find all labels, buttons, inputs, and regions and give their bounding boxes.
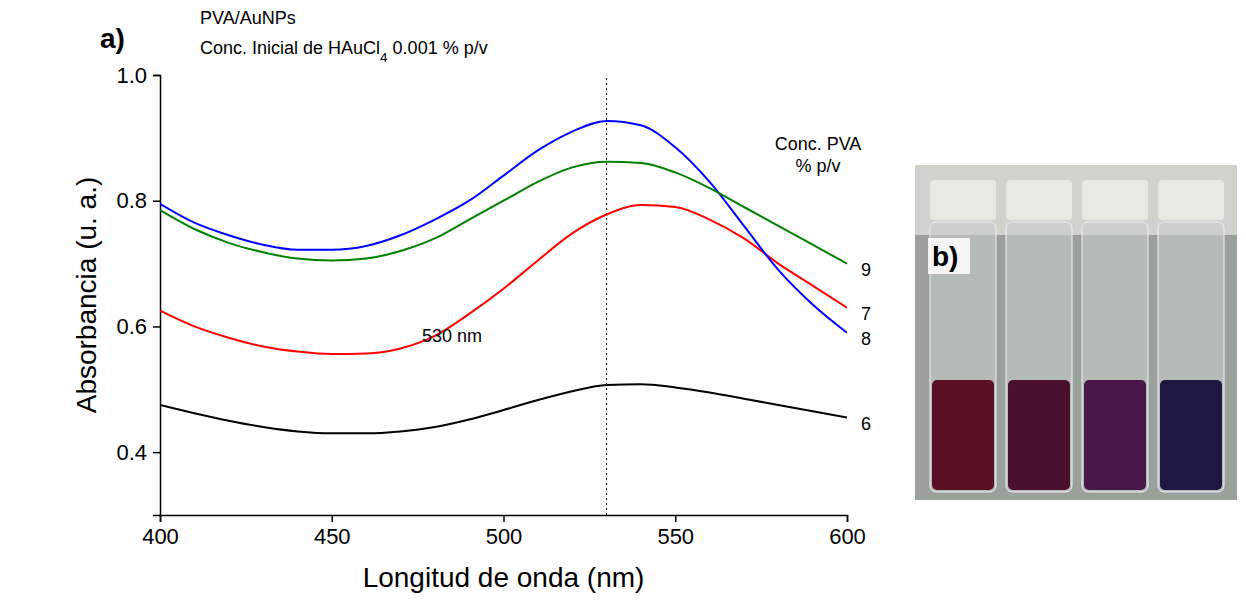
vial [1006,222,1072,492]
vial-liquid [1084,380,1146,490]
series-line [160,384,847,433]
vial-cap [930,180,996,220]
x-tick-label: 450 [314,524,351,549]
y-tick-label: 0.4 [116,440,147,465]
y-axis: 0.4 0.6 0.8 1.0 [116,63,160,516]
y-tick-mark [153,326,160,328]
x-tick-mark [675,515,677,522]
panel-label: b) [932,241,958,272]
y-tick: 0.6 [116,314,160,339]
y-tick-label: 0.8 [116,188,147,213]
x-axis-title: Longitud de onda (nm) [363,562,645,593]
x-tick-mark [847,515,849,522]
legend-title: Conc. PVA% p/v [775,134,862,176]
photo-background [915,165,1237,500]
x-tick-mark [332,515,334,522]
x-tick: 400 [142,515,179,549]
series-line [160,121,847,333]
x-tick-label: 400 [142,524,179,549]
vial-liquid [1160,380,1222,490]
vial-cap [1158,180,1224,220]
y-tick: 0.4 [116,440,160,465]
x-axis: 400 450 500 550 600 [142,515,866,549]
photo [915,165,1237,500]
legend-label: 8 [861,329,871,349]
vial-liquid [932,380,994,490]
x-tick-label: 550 [657,524,694,549]
series-line [160,162,847,264]
y-tick-label: 1.0 [116,63,147,88]
y-tick-label: 0.6 [116,314,147,339]
x-tick-label: 600 [829,524,866,549]
legend-label: 9 [861,260,871,280]
x-tick: 450 [314,515,351,549]
plot-area [160,75,847,515]
legend-label: 7 [861,304,871,324]
vial [1158,222,1224,492]
y-tick-mark [153,452,160,454]
x-tick-label: 500 [486,524,523,549]
x-axis-line [161,516,848,523]
x-tick-mark [503,515,505,522]
vial-cap [1082,180,1148,220]
vial [1082,222,1148,492]
x-tick: 550 [657,515,694,549]
y-tick: 0.8 [116,188,160,213]
label-patch [928,238,970,274]
y-axis-title: Absorbancia (u. a.) [71,177,102,414]
annotation: 530 nm [422,326,482,346]
x-tick: 500 [486,515,523,549]
x-tick: 600 [829,515,866,549]
vial-liquid [1008,380,1070,490]
chart: 400 450 500 550 600 0.4 0.6 0.8 1.0 9 7 8 6 Conc. PVA… [0,0,1246,609]
vial-cap [1006,180,1072,220]
title: PVA/AuNPs [200,8,296,28]
subtitle: Conc. Inicial de HAuCl4 0.001 % p/v [200,38,488,65]
y-axis-line [153,76,161,516]
reference-line [606,75,607,515]
y-tick-mark [153,200,160,202]
legend-label: 6 [861,414,871,434]
panel-label: a) [100,23,125,54]
y-tick: 1.0 [116,63,160,88]
y-tick-mark [153,75,160,77]
